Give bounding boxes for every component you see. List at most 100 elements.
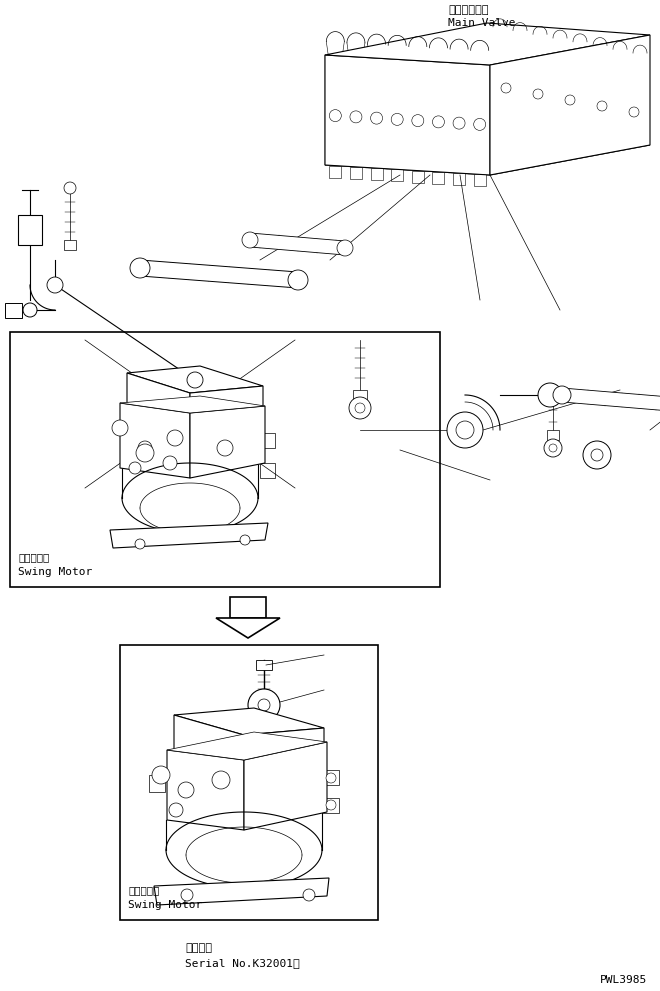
Polygon shape — [167, 732, 327, 760]
Bar — [260, 433, 275, 448]
Polygon shape — [325, 133, 650, 175]
Bar — [323, 798, 339, 813]
Bar — [432, 171, 444, 184]
Circle shape — [565, 95, 575, 105]
Circle shape — [169, 803, 183, 817]
Bar — [10, 332, 440, 587]
Bar — [120, 645, 378, 920]
Bar — [547, 430, 559, 440]
Polygon shape — [154, 878, 329, 905]
Polygon shape — [174, 708, 324, 735]
Polygon shape — [325, 55, 490, 175]
Circle shape — [138, 441, 152, 455]
Text: 適用号機: 適用号機 — [185, 943, 212, 953]
Text: メインバルブ: メインバルブ — [448, 5, 488, 15]
Circle shape — [242, 232, 258, 248]
Circle shape — [181, 889, 193, 901]
Circle shape — [391, 113, 403, 126]
Text: Swing Motor: Swing Motor — [18, 567, 92, 577]
Circle shape — [355, 403, 365, 413]
Polygon shape — [250, 233, 345, 255]
Circle shape — [288, 270, 308, 290]
Circle shape — [240, 535, 250, 545]
Polygon shape — [244, 728, 324, 760]
Circle shape — [501, 83, 511, 93]
Polygon shape — [562, 388, 660, 412]
Text: Main Valve: Main Valve — [448, 18, 515, 28]
Circle shape — [248, 689, 280, 721]
Circle shape — [329, 110, 341, 122]
Polygon shape — [127, 366, 263, 393]
Bar — [18, 215, 42, 245]
Circle shape — [112, 420, 128, 436]
Circle shape — [591, 449, 603, 461]
Circle shape — [456, 421, 474, 439]
Circle shape — [597, 101, 607, 111]
Bar — [353, 390, 367, 400]
Circle shape — [350, 111, 362, 123]
Polygon shape — [230, 597, 266, 618]
Polygon shape — [174, 715, 244, 760]
Polygon shape — [490, 35, 650, 175]
Text: PWL3985: PWL3985 — [600, 975, 647, 985]
Polygon shape — [167, 750, 244, 830]
Polygon shape — [190, 386, 263, 413]
Circle shape — [187, 372, 203, 388]
Circle shape — [370, 112, 383, 124]
Circle shape — [303, 889, 315, 901]
Circle shape — [217, 440, 233, 456]
Text: Serial No.K32001～: Serial No.K32001～ — [185, 958, 300, 968]
Bar — [329, 165, 341, 177]
Polygon shape — [120, 403, 190, 478]
Circle shape — [337, 240, 353, 256]
Bar — [323, 770, 339, 785]
Bar — [256, 660, 272, 670]
Circle shape — [412, 115, 424, 127]
Circle shape — [432, 116, 444, 128]
Circle shape — [135, 539, 145, 549]
Polygon shape — [325, 23, 650, 65]
Circle shape — [538, 383, 562, 407]
Circle shape — [447, 412, 483, 448]
Text: Swing Motor: Swing Motor — [128, 900, 202, 910]
Polygon shape — [120, 396, 265, 413]
Circle shape — [583, 441, 611, 469]
Text: 旋回モータ: 旋回モータ — [18, 552, 50, 562]
Circle shape — [544, 439, 562, 457]
Circle shape — [258, 699, 270, 711]
Bar — [149, 775, 165, 792]
Text: 旋回モータ: 旋回モータ — [128, 885, 159, 895]
Circle shape — [64, 182, 76, 194]
Circle shape — [553, 386, 571, 404]
Circle shape — [178, 782, 194, 798]
Polygon shape — [127, 373, 190, 413]
Circle shape — [326, 773, 336, 783]
Bar — [412, 170, 424, 182]
Bar — [64, 240, 76, 250]
Bar — [474, 174, 486, 186]
Polygon shape — [216, 618, 280, 638]
Circle shape — [129, 462, 141, 474]
Polygon shape — [140, 260, 298, 288]
Circle shape — [212, 771, 230, 789]
Circle shape — [349, 397, 371, 419]
Circle shape — [474, 118, 486, 131]
Polygon shape — [190, 406, 265, 478]
Circle shape — [23, 303, 37, 317]
Polygon shape — [244, 742, 327, 830]
Bar — [5, 303, 22, 318]
Circle shape — [549, 444, 557, 452]
Circle shape — [629, 107, 639, 117]
Polygon shape — [110, 523, 268, 548]
Circle shape — [167, 430, 183, 446]
Circle shape — [152, 766, 170, 784]
Bar — [370, 168, 383, 180]
Circle shape — [136, 444, 154, 462]
Bar — [350, 166, 362, 178]
Circle shape — [163, 456, 177, 470]
Circle shape — [533, 89, 543, 99]
Bar — [260, 463, 275, 478]
Circle shape — [130, 258, 150, 278]
Bar — [391, 169, 403, 181]
Bar — [453, 173, 465, 185]
